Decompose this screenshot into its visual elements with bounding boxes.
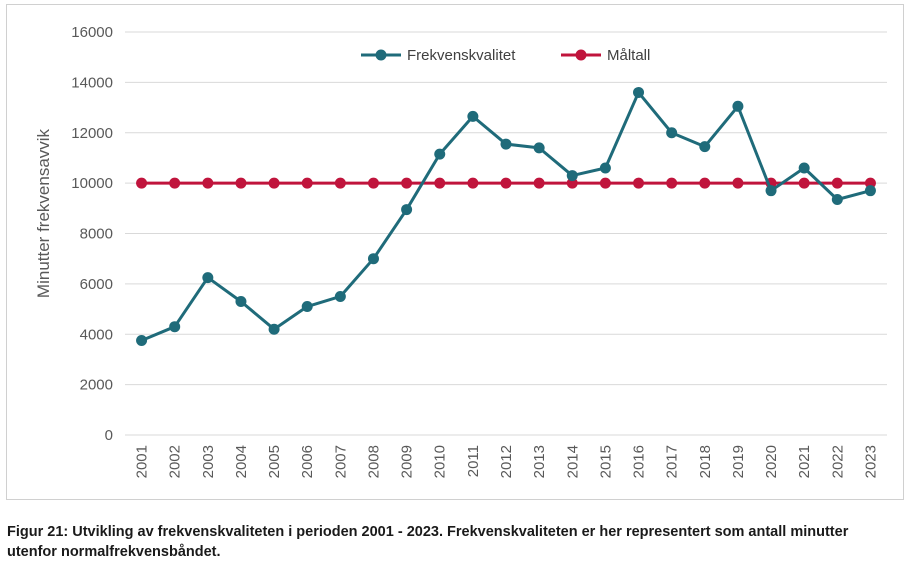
data-point <box>864 185 876 197</box>
data-point <box>633 86 645 98</box>
series-line <box>140 90 872 343</box>
data-point <box>367 177 379 189</box>
y-tick-label: 0 <box>105 427 113 444</box>
legend-label: Frekvenskvalitet <box>407 47 516 64</box>
x-tick-label: 2015 <box>597 445 614 478</box>
data-point <box>136 335 148 347</box>
data-point <box>533 142 545 154</box>
data-point <box>268 177 280 189</box>
data-point <box>202 177 214 189</box>
data-point <box>798 177 810 189</box>
y-tick-label: 16000 <box>71 24 113 41</box>
x-tick-label: 2022 <box>829 445 846 478</box>
data-point <box>500 138 512 150</box>
data-point <box>633 177 645 189</box>
data-point <box>864 177 876 189</box>
gridlines <box>125 31 887 436</box>
data-point <box>367 253 379 265</box>
data-point <box>798 162 810 174</box>
x-tick-label: 2001 <box>134 445 151 478</box>
x-tick-label: 2017 <box>664 445 681 478</box>
data-point <box>500 177 512 189</box>
x-tick-label: 2003 <box>200 445 217 478</box>
x-tick-label: 2010 <box>432 445 449 478</box>
data-point <box>599 162 611 174</box>
x-tick-label: 2023 <box>862 445 879 478</box>
data-point <box>268 323 280 335</box>
data-point <box>401 204 413 216</box>
series-maltall <box>136 177 876 189</box>
x-tick-label: 2011 <box>465 445 482 477</box>
legend-swatch-marker <box>375 49 387 61</box>
data-point <box>401 177 413 189</box>
data-point <box>169 321 181 333</box>
data-point <box>599 177 611 189</box>
legend-label: Måltall <box>607 47 650 64</box>
line-chart: 0 2000 4000 6000 8000 10000 12000 14000 16000 20… <box>34 24 887 478</box>
x-tick-label: 2019 <box>730 445 747 478</box>
y-tick-label: 12000 <box>71 125 113 142</box>
legend-swatch-marker <box>575 49 587 61</box>
data-point <box>831 177 843 189</box>
data-point <box>831 193 843 205</box>
x-tick-label: 2014 <box>564 445 581 478</box>
x-tick-label: 2012 <box>498 445 515 478</box>
legend-item: Frekvenskvalitet <box>361 47 516 64</box>
series-frekvenskvalitet <box>136 86 876 347</box>
x-tick-label: 2002 <box>167 445 184 478</box>
y-tick-label: 10000 <box>71 175 113 192</box>
x-tick-label: 2009 <box>399 445 416 478</box>
x-tick-label: 2016 <box>631 445 648 478</box>
x-tick-label: 2006 <box>299 445 316 478</box>
data-point <box>467 177 479 189</box>
data-point <box>169 177 181 189</box>
data-point <box>467 110 479 122</box>
y-tick-label: 4000 <box>80 326 113 343</box>
data-point <box>699 177 711 189</box>
data-point <box>235 177 247 189</box>
data-point <box>566 177 578 189</box>
data-point <box>334 177 346 189</box>
data-point <box>566 170 578 182</box>
figure-caption: Figur 21: Utvikling av frekvenskvalitete… <box>7 524 849 560</box>
data-point <box>136 177 148 189</box>
y-tick-label: 8000 <box>80 226 113 243</box>
legend-item: Måltall <box>561 47 650 64</box>
data-point <box>732 100 744 112</box>
data-point <box>334 290 346 302</box>
x-tick-label: 2013 <box>531 445 548 478</box>
chart-frame: 0 2000 4000 6000 8000 10000 12000 14000 16000 20… <box>6 4 904 500</box>
legend: Frekvenskvalitet Måltall <box>361 47 650 64</box>
x-tick-label: 2007 <box>332 445 349 478</box>
y-tick-labels: 0 2000 4000 6000 8000 10000 12000 14000 16000 <box>71 24 113 444</box>
data-point <box>434 177 446 189</box>
x-tick-labels: 2001 2002 2003 2004 2005 2006 2007 2008 2009 2010… <box>134 445 880 478</box>
y-tick-label: 14000 <box>71 74 113 91</box>
data-point <box>666 127 678 139</box>
series <box>136 86 876 347</box>
y-axis-title: Minutter frekvensavvik <box>34 128 53 298</box>
data-point <box>235 296 247 308</box>
x-tick-label: 2018 <box>697 445 714 478</box>
data-point <box>301 177 313 189</box>
data-point <box>202 272 214 284</box>
data-point <box>301 301 313 313</box>
x-tick-label: 2021 <box>796 445 813 478</box>
x-tick-label: 2020 <box>763 445 780 478</box>
x-tick-label: 2008 <box>365 445 382 478</box>
data-point <box>666 177 678 189</box>
x-tick-label: 2004 <box>233 445 250 478</box>
data-point <box>732 177 744 189</box>
data-point <box>699 141 711 153</box>
data-point <box>434 148 446 160</box>
x-tick-label: 2005 <box>266 445 283 478</box>
y-tick-label: 6000 <box>80 276 113 293</box>
data-point <box>765 185 777 197</box>
data-point <box>533 177 545 189</box>
y-tick-label: 2000 <box>80 377 113 394</box>
